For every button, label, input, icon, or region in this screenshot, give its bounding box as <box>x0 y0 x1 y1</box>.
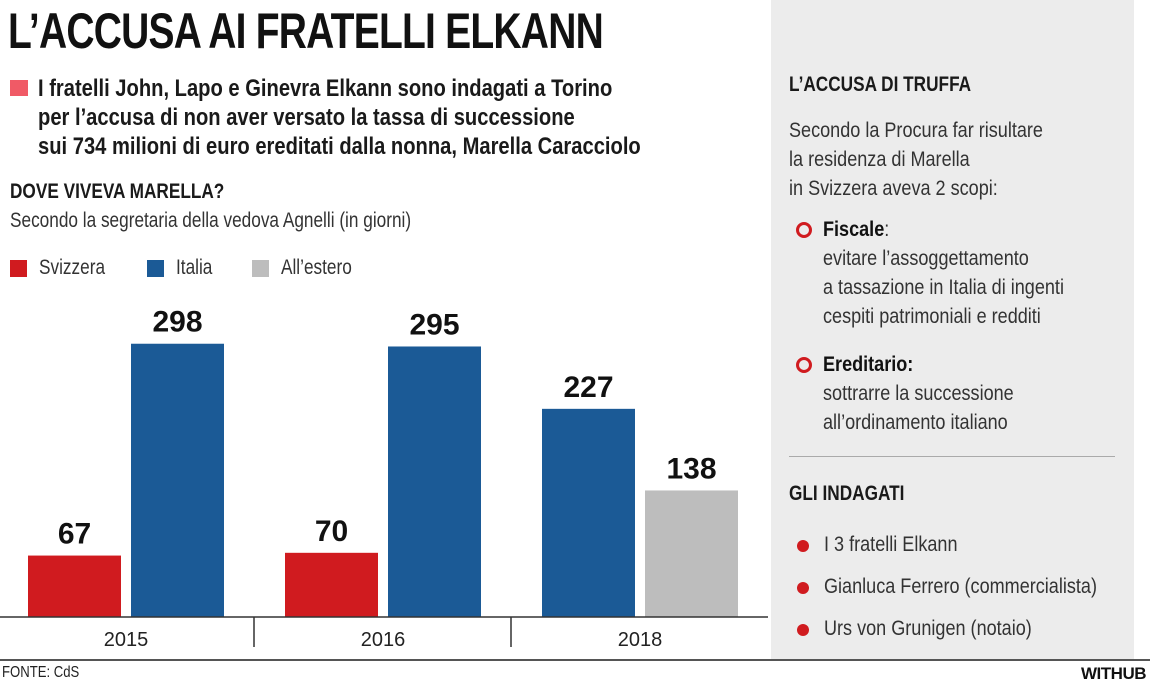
data-label-svizzera-2015: 67 <box>58 518 91 551</box>
scopo-line: evitare l’assoggettamento <box>823 247 1029 270</box>
lead-line: per l’accusa di non aver versato la tass… <box>38 104 575 131</box>
accusa-line: in Svizzera aveva 2 scopi: <box>789 177 998 200</box>
legend-item-italia: Italia <box>147 256 220 279</box>
accusa-title: L’ACCUSA DI TRUFFA <box>789 73 972 96</box>
brand-logo: WITHUB <box>1081 664 1146 683</box>
ring-bullet-icon <box>796 222 812 238</box>
bar-svizzera-2015 <box>28 555 121 617</box>
legend-label-estero: All’estero <box>281 256 352 279</box>
lead-line: sui 734 milioni di euro ereditati dalla … <box>38 133 641 160</box>
data-label-italia-2016: 295 <box>409 308 459 341</box>
page-title: L’ACCUSA AI FRATELLI ELKANN <box>8 3 604 59</box>
scopo-suffix: : <box>884 218 890 241</box>
ring-bullet-icon <box>796 357 812 373</box>
scopo-label: Ereditario: <box>823 353 914 376</box>
legend-swatch-svizzera <box>10 259 27 277</box>
indagato-item: Gianluca Ferrero (commercialista) <box>824 575 1097 598</box>
bar-chart: 67 298 2015 70 295 2016 227 138 2018 <box>0 306 768 651</box>
scopo-line: a tassazione in Italia di ingenti <box>823 276 1064 299</box>
footer-divider <box>0 659 1150 661</box>
chart-subtitle: Secondo la segretaria della vedova Agnel… <box>10 209 412 232</box>
scopo-line: sottrarre la successione <box>823 382 1014 405</box>
bar-italia-2015 <box>131 343 224 617</box>
accusa-text: Secondo la Procura far risultare la resi… <box>789 116 1043 203</box>
legend-item-svizzera: Svizzera <box>10 256 120 279</box>
indagati-title: GLI INDAGATI <box>789 482 905 505</box>
x-tick-label: 2016 <box>361 629 406 651</box>
scopo-line: cespiti patrimoniali e redditi <box>823 305 1041 328</box>
data-label-svizzera-2016: 70 <box>315 515 348 548</box>
accusa-line: la residenza di Marella <box>789 148 970 171</box>
dot-bullet-icon <box>797 540 809 552</box>
lead-line: I fratelli John, Lapo e Ginevra Elkann s… <box>38 75 613 102</box>
legend-swatch-estero <box>252 259 269 277</box>
accusa-line: Secondo la Procura far risultare <box>789 119 1043 142</box>
data-label-italia-2018: 227 <box>563 371 613 404</box>
side-panel <box>771 0 1134 659</box>
scopo-line: all’ordinamento italiano <box>823 411 1008 434</box>
data-label-italia-2015: 298 <box>152 306 202 339</box>
legend-label-svizzera: Svizzera <box>39 256 106 279</box>
dot-bullet-icon <box>797 624 809 636</box>
indagato-item: I 3 fratelli Elkann <box>824 533 958 556</box>
scopo-ereditario: Ereditario: sottrarre la successione all… <box>823 350 1014 437</box>
bar-estero-2018 <box>645 490 738 617</box>
source-note: FONTE: CdS <box>2 664 80 681</box>
lead-marker <box>10 80 28 96</box>
dot-bullet-icon <box>797 582 809 594</box>
indagato-item: Urs von Grunigen (notaio) <box>824 617 1032 640</box>
chart-title: DOVE VIVEVA MARELLA? <box>10 180 225 203</box>
x-tick-label: 2018 <box>618 629 663 651</box>
panel-divider <box>789 456 1115 457</box>
scopo-label: Fiscale <box>823 218 885 241</box>
legend-swatch-italia <box>147 259 164 277</box>
scopo-fiscale: Fiscale: evitare l’assoggettamento a tas… <box>823 215 1064 331</box>
legend-label-italia: Italia <box>176 256 213 279</box>
data-label-estero-2018: 138 <box>666 452 716 485</box>
bar-svizzera-2016 <box>285 552 378 617</box>
lead-text: I fratelli John, Lapo e Ginevra Elkann s… <box>38 74 641 161</box>
legend-item-estero: All’estero <box>252 256 367 279</box>
bar-italia-2018 <box>542 408 635 617</box>
x-tick-label: 2015 <box>104 629 149 651</box>
bar-italia-2016 <box>388 346 481 617</box>
